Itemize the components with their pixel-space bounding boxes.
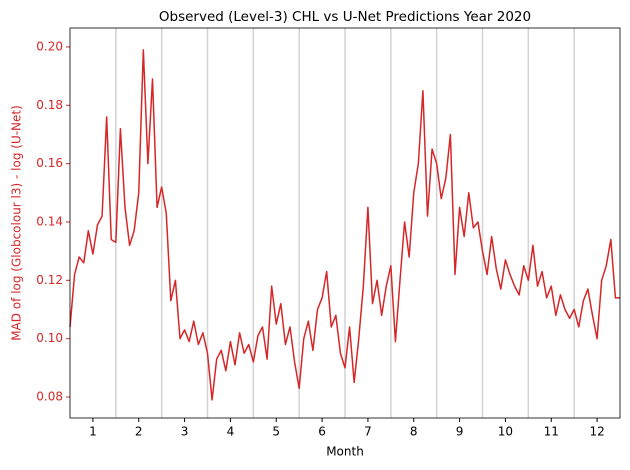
y-tick-label: 0.20 [36,39,63,53]
y-tick-label: 0.10 [36,331,63,345]
y-tick-label: 0.16 [36,156,63,170]
plot-frame [69,27,621,419]
y-tick-label: 0.14 [36,214,63,228]
x-tick-label: 12 [589,425,604,439]
x-tick-label: 1 [89,425,97,439]
x-axis-label: Month [326,445,364,459]
x-tick-label: 10 [498,425,513,439]
y-tick-label: 0.12 [36,273,63,287]
x-tick-label: 3 [181,425,189,439]
x-tick-label: 4 [227,425,235,439]
y-tick-label: 0.18 [36,98,63,112]
y-tick-label: 0.08 [36,389,63,403]
x-tick-label: 8 [410,425,418,439]
x-tick-label: 6 [318,425,326,439]
x-tick-label: 7 [364,425,372,439]
x-tick-label: 9 [456,425,464,439]
x-tick-label: 2 [135,425,143,439]
y-axis-label: MAD of log (Globcolour l3) - log (U-Net) [10,105,24,341]
x-tick-label: 11 [544,425,559,439]
chart-title: Observed (Level-3) CHL vs U-Net Predicti… [159,9,531,25]
data-line [69,49,620,401]
x-tick-label: 5 [272,425,280,439]
